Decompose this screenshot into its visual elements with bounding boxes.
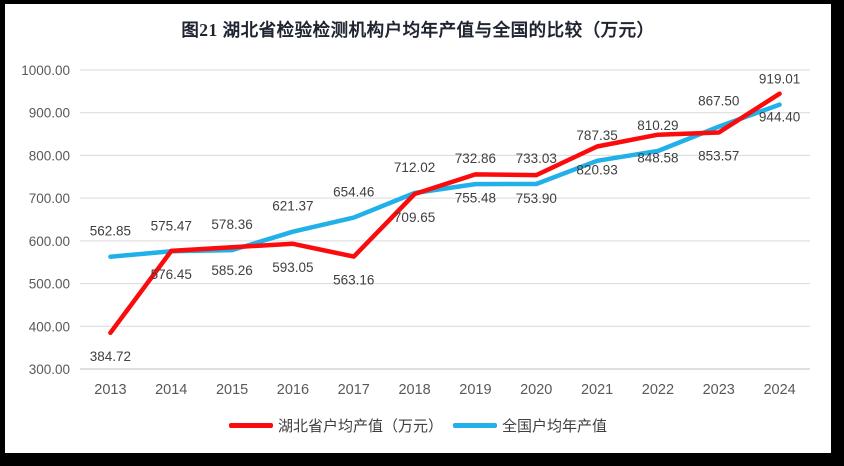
x-axis-tick-label: 2020 <box>520 382 552 398</box>
data-point-label: 848.58 <box>637 151 678 166</box>
red-line-swatch <box>228 423 273 428</box>
data-point-label: 867.50 <box>698 94 739 109</box>
data-point-label: 733.03 <box>516 151 557 166</box>
x-axis-tick-label: 2019 <box>459 382 491 398</box>
data-point-label: 578.36 <box>211 217 252 232</box>
data-point-label: 820.93 <box>576 162 617 177</box>
data-point-label: 563.16 <box>333 273 374 288</box>
data-point-label: 944.40 <box>759 110 800 125</box>
data-point-label: 593.05 <box>272 260 313 275</box>
data-point-label: 712.02 <box>394 160 435 175</box>
x-axis-tick-label: 2016 <box>277 382 309 398</box>
y-axis-tick-label: 800.00 <box>29 148 70 163</box>
data-point-label: 384.72 <box>90 349 131 364</box>
data-point-label: 585.26 <box>211 263 252 278</box>
data-point-label: 810.29 <box>637 118 678 133</box>
blue-line-swatch <box>453 423 497 428</box>
x-axis-tick-label: 2021 <box>581 382 613 398</box>
data-point-label: 853.57 <box>698 149 739 164</box>
series-line-national <box>108 102 782 259</box>
y-axis-tick-label: 1000.00 <box>21 63 70 78</box>
x-axis-tick-label: 2014 <box>155 382 187 398</box>
x-axis-tick-label: 2022 <box>642 382 674 398</box>
x-axis-tick-label: 2024 <box>763 382 795 398</box>
data-point-label: 562.85 <box>90 224 131 239</box>
legend-label-national: 全国户均年产值 <box>502 418 608 435</box>
data-point-label: 621.37 <box>272 199 313 214</box>
data-point-label: 576.45 <box>151 267 192 282</box>
x-axis-tick-label: 2015 <box>216 382 248 398</box>
line-chart-plot-area: 300.00 400.00 500.00 600.00 700.00 800.00 900.… <box>21 63 810 398</box>
data-point-label: 755.48 <box>455 190 496 205</box>
x-axis-tick-label: 2013 <box>94 382 126 398</box>
chart-legend: 湖北省户均产值（万元） 全国户均年产值 <box>5 415 831 436</box>
legend-label-hubei: 湖北省户均产值（万元） <box>277 418 443 435</box>
data-point-label: 919.01 <box>759 72 800 87</box>
data-point-label: 732.86 <box>455 151 496 166</box>
data-point-label: 575.47 <box>151 218 192 233</box>
data-point-label: 787.35 <box>576 128 617 143</box>
data-point-label: 753.90 <box>516 191 557 206</box>
y-axis-tick-label: 700.00 <box>29 191 70 206</box>
series-line-hubei <box>108 91 782 336</box>
y-axis-tick-label: 400.00 <box>29 319 70 334</box>
data-point-label: 709.65 <box>394 210 435 225</box>
x-axis-tick-label: 2018 <box>398 382 430 398</box>
legend-item-national: 全国户均年产值 <box>453 415 607 436</box>
data-point-label: 654.46 <box>333 185 374 200</box>
x-axis-tick-label: 2017 <box>338 382 370 398</box>
y-axis-tick-label: 900.00 <box>29 106 70 121</box>
y-axis-tick-label: 300.00 <box>29 362 70 377</box>
legend-item-hubei: 湖北省户均产值（万元） <box>228 415 443 436</box>
x-axis-tick-label: 2023 <box>703 382 735 398</box>
chart-title: 图21 湖北省检验检测机构户均年产值与全国的比较（万元） <box>181 20 655 40</box>
y-axis-tick-label: 600.00 <box>29 234 70 249</box>
y-axis-tick-label: 500.00 <box>29 277 70 292</box>
